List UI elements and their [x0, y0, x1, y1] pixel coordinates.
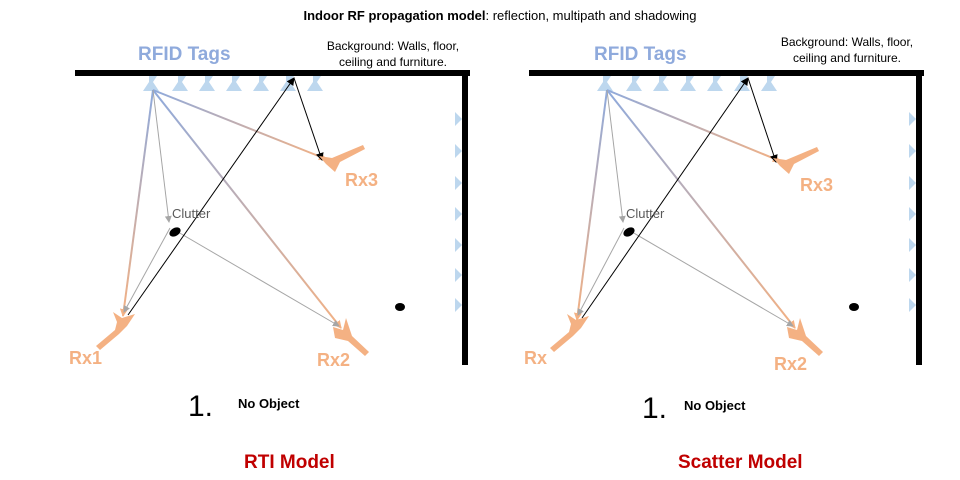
path-to-clutter	[606, 89, 626, 223]
right-side-wall	[916, 70, 922, 365]
rfid-tag-icon	[626, 76, 642, 91]
reflection-path-down	[293, 77, 324, 161]
rfid-tag-icon	[455, 298, 462, 312]
clutter-object	[623, 227, 635, 237]
rfid-tag-icon	[143, 76, 159, 91]
right-side-tags	[909, 112, 916, 312]
title-bold: Indoor RF propagation model	[303, 8, 486, 23]
rfid-tag-icon	[307, 76, 323, 91]
rfid-tag-icon	[909, 298, 916, 312]
left-background-note: Background: Walls, floor, ceiling and fu…	[318, 38, 468, 70]
rfid-tag-icon	[909, 112, 916, 126]
reflection-path-up	[581, 77, 749, 319]
direct-path-rx2	[152, 89, 342, 329]
left-background-note-line2: ceiling and furniture.	[338, 55, 448, 69]
receiver-rx2-antenna	[333, 318, 369, 356]
receiver-rx3-antenna	[773, 147, 819, 174]
left-rx2-label: Rx2	[317, 350, 351, 370]
right-background-note: Background: Walls, floor, ceiling and fu…	[772, 34, 922, 66]
rfid-tag-icon	[455, 112, 462, 126]
left-walls	[75, 70, 470, 365]
title-rest: : reflection, multipath and shadowing	[485, 8, 697, 23]
rfid-tag-icon	[680, 76, 696, 91]
rfid-tag-icon	[455, 238, 462, 252]
rfid-tag-icon	[909, 176, 916, 190]
rfid-tag-icon	[909, 238, 916, 252]
receiver-rx2-antenna	[787, 318, 823, 356]
left-ceiling-wall	[75, 70, 470, 76]
left-background-note-line1: Background: Walls, floor,	[326, 39, 460, 53]
rfid-tag-icon	[909, 144, 916, 158]
right-scenario-number: 1.	[642, 392, 668, 425]
object-marker	[395, 303, 405, 311]
left-clutter-label: Clutter	[172, 206, 211, 221]
rfid-tag-icon	[199, 76, 215, 91]
rfid-tag-icon	[172, 76, 188, 91]
rfid-tag-icon	[909, 268, 916, 282]
right-panel	[529, 70, 924, 365]
direct-path-rx2	[606, 89, 796, 329]
rfid-tag-icon	[761, 76, 777, 91]
reflection-path-down	[747, 77, 778, 163]
right-walls	[529, 70, 924, 365]
left-scenario-number: 1.	[188, 390, 214, 423]
rfid-tag-icon	[597, 76, 613, 91]
rfid-tag-icon	[455, 144, 462, 158]
right-background-note-line1: Background: Walls, floor,	[780, 35, 914, 49]
right-ceiling-wall	[529, 70, 924, 76]
left-rfid-tags-label: RFID Tags	[138, 44, 231, 65]
left-scenario-text: No Object	[238, 396, 300, 411]
direct-path-rx3	[606, 89, 781, 163]
rfid-tag-icon	[909, 207, 916, 221]
rfid-tag-icon	[455, 268, 462, 282]
receiver-rx3-antenna	[319, 145, 365, 172]
right-scenario-text: No Object	[684, 398, 746, 413]
direct-path-rx1	[119, 89, 154, 317]
left-side-tags	[455, 112, 462, 312]
clutter-to-rx1	[123, 227, 171, 313]
left-side-wall	[462, 70, 468, 365]
direct-path-rx3	[152, 89, 327, 161]
right-clutter-label: Clutter	[626, 206, 665, 221]
right-rx-label: Rx	[524, 348, 548, 368]
reflection-path-up	[127, 77, 295, 316]
right-rfid-tags-label: RFID Tags	[594, 44, 687, 65]
right-top-tags	[597, 76, 777, 91]
figure-title: Indoor RF propagation model: reflection,…	[0, 8, 960, 23]
rfid-tag-icon	[253, 76, 269, 91]
rfid-tag-icon	[707, 76, 723, 91]
rfid-tag-icon	[653, 76, 669, 91]
clutter-to-rx2	[177, 231, 340, 327]
rfid-tag-icon	[455, 207, 462, 221]
right-background-note-line2: ceiling and furniture.	[792, 51, 902, 65]
right-rx2-label: Rx2	[774, 354, 808, 374]
receiver-rx-antenna	[550, 314, 589, 352]
left-panel	[75, 70, 470, 365]
left-rx1-label: Rx1	[69, 348, 103, 368]
right-rx3-label: Rx3	[800, 175, 834, 195]
path-to-clutter	[152, 89, 172, 223]
right-model-title: Scatter Model	[678, 452, 803, 473]
clutter-to-rx2	[631, 231, 794, 327]
left-rx3-label: Rx3	[345, 170, 379, 190]
clutter-object	[169, 227, 181, 237]
clutter-to-rx	[577, 227, 625, 316]
receiver-rx1-antenna	[96, 312, 135, 350]
direct-path-rx	[573, 89, 608, 321]
object-marker	[849, 303, 859, 311]
left-model-title: RTI Model	[244, 452, 335, 473]
rfid-tag-icon	[455, 176, 462, 190]
rfid-tag-icon	[226, 76, 242, 91]
